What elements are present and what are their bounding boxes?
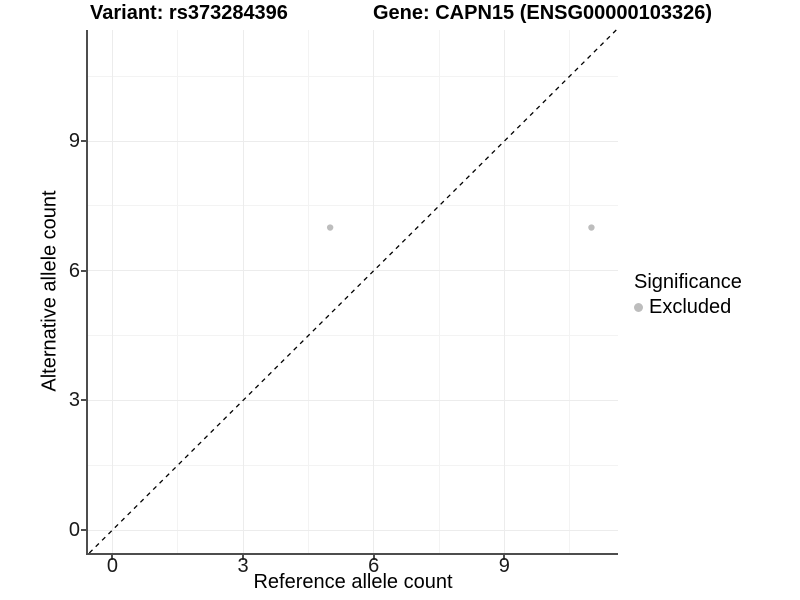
minor-gridline-x xyxy=(307,30,309,553)
minor-gridline-y xyxy=(88,205,618,207)
identity-line xyxy=(88,29,617,554)
y-tick-label: 6 xyxy=(68,259,80,282)
plot-panel: 0 3 6 9 0 3 6 9 xyxy=(69,29,618,577)
data-point xyxy=(326,224,334,231)
x-axis-line xyxy=(86,553,618,555)
legend: Significance Excluded xyxy=(634,271,742,319)
legend-title: Significance xyxy=(634,271,742,293)
minor-gridline-x xyxy=(569,30,571,553)
data-points xyxy=(326,224,595,231)
major-gridline-x xyxy=(503,30,505,553)
x-tick-mark xyxy=(242,555,245,560)
y-tick-mark xyxy=(81,529,86,532)
minor-gridline-x xyxy=(177,30,179,553)
major-gridline-y xyxy=(88,140,618,142)
legend-item-excluded: Excluded xyxy=(634,296,742,319)
major-gridline-y xyxy=(88,529,618,531)
plot-title-gene: Gene: CAPN15 (ENSG00000103326) xyxy=(373,2,713,24)
plot-overlay xyxy=(88,29,617,554)
data-point xyxy=(588,224,595,231)
plot-title-variant: Variant: rs373284396 xyxy=(90,2,288,24)
y-tick-label: 0 xyxy=(68,519,80,542)
major-gridline-x xyxy=(242,30,244,553)
legend-item-label: Excluded xyxy=(649,296,732,318)
x-tick-label: 9 xyxy=(498,555,510,577)
x-tick-mark xyxy=(111,555,114,560)
minor-gridline-y xyxy=(88,75,618,77)
y-tick-label: 9 xyxy=(68,130,80,153)
major-gridline-x xyxy=(373,30,375,553)
y-tick-mark xyxy=(81,399,86,402)
minor-gridline-y xyxy=(88,335,618,337)
major-gridline-y xyxy=(88,399,618,401)
x-tick-label: 0 xyxy=(106,555,118,577)
x-tick-label: 6 xyxy=(368,555,380,577)
minor-gridline-y xyxy=(88,464,618,466)
minor-gridline-x xyxy=(438,30,440,553)
x-tick-label: 3 xyxy=(237,555,249,577)
x-tick-mark xyxy=(503,555,506,560)
y-tick-mark xyxy=(81,140,86,143)
major-gridline-y xyxy=(88,270,618,272)
y-axis-title: Alternative allele count xyxy=(38,190,61,392)
major-gridline-x xyxy=(111,30,113,553)
y-tick-label: 3 xyxy=(68,389,80,412)
y-tick-mark xyxy=(81,269,86,272)
x-axis-title: Reference allele count xyxy=(253,571,453,593)
x-tick-mark xyxy=(372,555,375,560)
excluded-dot-icon xyxy=(634,303,643,312)
y-axis-line xyxy=(86,30,88,555)
